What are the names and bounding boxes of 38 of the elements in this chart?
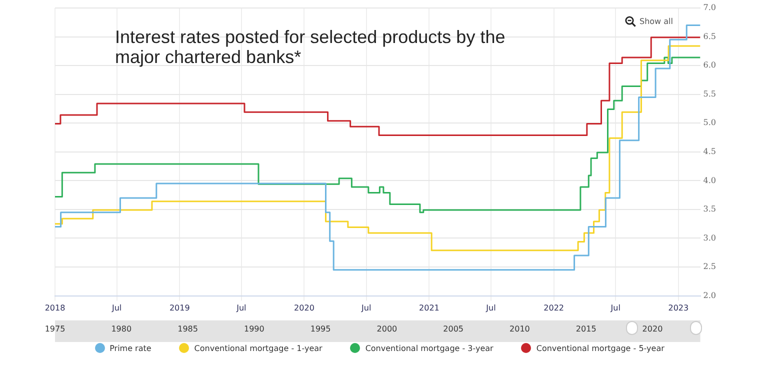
x2-tick-label: 2000 [376,324,398,334]
x-tick-label: Jul [610,304,620,313]
x-tick-label: Jul [236,304,246,313]
y-tick-label: 5.5 [703,89,716,98]
y-tick-label: 2.0 [703,290,716,300]
y-tick-label: 3.0 [703,233,716,242]
y-tick-label: 7.0 [703,3,716,12]
y-tick-label: 2.5 [703,262,716,272]
annotation: Show all [640,17,673,26]
x2-tick-label: 2010 [510,324,530,334]
legend-label: Conventional mortgage - 3-year [365,344,494,352]
x2-tick-label: 1990 [244,324,264,334]
y-tick-label: 5.0 [703,118,716,128]
x-tick-label: 2021 [419,304,440,313]
x2-tick-label: 2005 [443,324,464,334]
x2-tick-label: 1995 [310,324,331,334]
x-tick-label: 2019 [169,304,190,313]
x-tick-label: 2023 [668,304,689,313]
x2-tick-label: 1975 [44,324,66,334]
y-tick-label: 4.0 [703,176,716,185]
y-tick-label: 3.5 [703,204,716,214]
x-tick-label: 2022 [544,304,564,313]
x-tick-label: Jul [485,304,496,313]
text: Interest rates posted for selected products by the major chartered banks* [115,27,506,67]
x2-tick-label: 2015 [576,324,596,334]
x-tick-label: 2018 [44,304,66,313]
x-tick-label: Jul [360,304,372,313]
y-tick-label: 6.5 [703,32,716,41]
x-tick-label: Jul [110,304,122,313]
y-tick-label: 6.0 [703,60,716,70]
y-tick-label: 4.5 [703,146,716,156]
legend-label: Conventional mortgage - 5-year [536,344,664,352]
x-tick-label: 2020 [294,304,314,313]
x2-tick-label: 1980 [111,324,132,334]
x2-tick-label: 2020 [642,324,663,334]
legend-label: Conventional mortgage - 1-year [194,344,322,352]
legend-label: Prime rate [110,344,152,352]
x2-tick-label: 1985 [178,324,198,334]
